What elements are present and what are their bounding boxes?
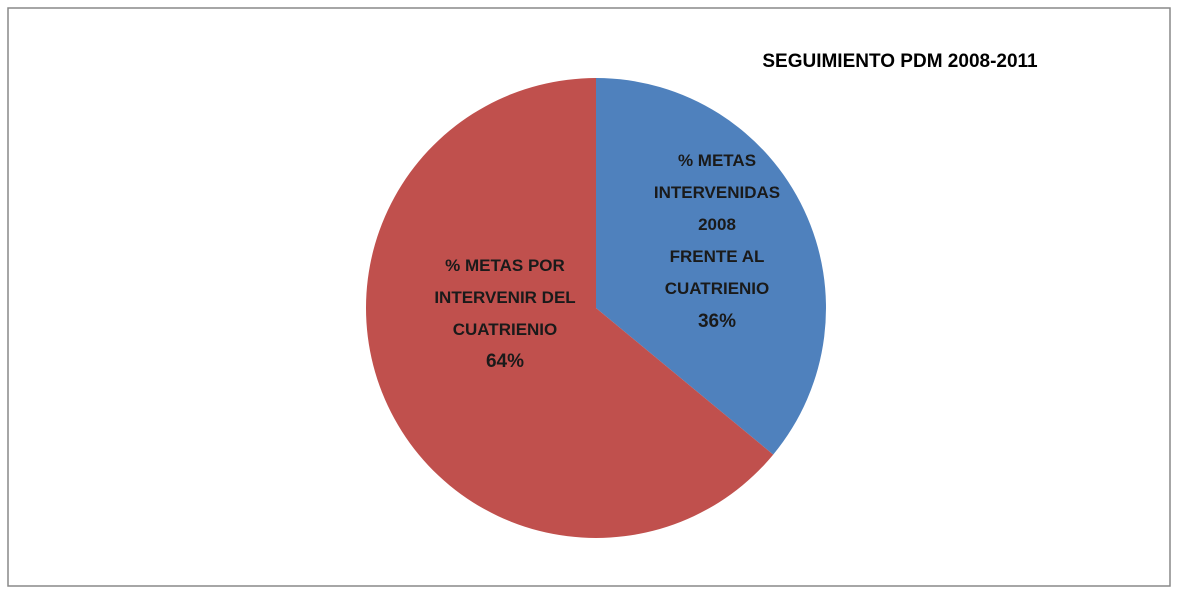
- slice-label: % METAS INTERVENIDAS 2008 FRENTE AL CUAT…: [653, 151, 781, 298]
- slice-value-label-box: 36%: [697, 311, 737, 332]
- pie-slice: [365, 78, 774, 538]
- chart-title: SEGUIMIENTO PDM 2008-2011: [762, 51, 1038, 72]
- slice-label-box: % METAS INTERVENIDAS 2008 FRENTE AL CUAT…: [653, 151, 781, 298]
- slice-value-label-box: 64%: [485, 351, 525, 372]
- slice-label-box: % METAS POR INTERVENIR DEL CUATRIENIO: [434, 256, 576, 339]
- pie-slice: [596, 78, 826, 455]
- slice-value-label: 36%: [697, 311, 737, 332]
- slice-label: % METAS POR INTERVENIR DEL CUATRIENIO: [434, 256, 576, 339]
- slice-value-label: 64%: [485, 351, 525, 372]
